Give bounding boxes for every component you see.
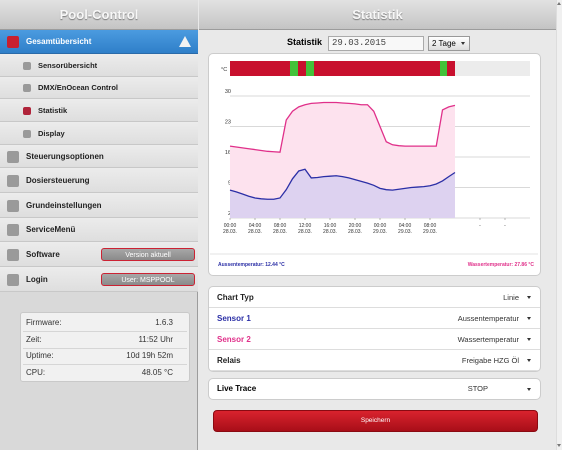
menu-icon <box>23 106 31 115</box>
info-value: 11:52 Uhr <box>138 334 173 344</box>
main-panel: Statistik Statistik 29.03.2015 2 Tage Ch… <box>199 0 556 450</box>
menu-icon <box>23 61 31 70</box>
info-divider <box>23 364 187 365</box>
dropdown-arrow <box>527 317 531 320</box>
menu-label: Statistik <box>38 105 68 115</box>
menu-item[interactable]: Display <box>0 122 198 145</box>
menu-item[interactable]: DMX/EnOcean Control <box>0 77 198 99</box>
settings-value: Freigabe HZG Öl <box>461 356 519 365</box>
settings-row[interactable]: Sensor 2 Wassertemperatur <box>209 329 540 350</box>
menu-item[interactable]: Gesamtübersicht <box>0 30 198 54</box>
menu-item[interactable]: Steuerungsoptionen <box>0 145 198 168</box>
scroll-down[interactable] <box>557 444 561 447</box>
live-trace-label: Live Trace <box>217 384 257 393</box>
settings-row[interactable]: Sensor 1 Aussentemperatur <box>209 308 540 329</box>
info-value: 10d 19h 52m <box>126 351 173 360</box>
menu-item[interactable]: Statistik <box>0 99 198 122</box>
save-button[interactable]: Speichern <box>213 410 538 432</box>
info-key: Firmware: <box>26 318 62 327</box>
menu-item[interactable]: Software Version aktuell <box>0 242 198 267</box>
menu-icon <box>23 84 31 92</box>
dropdown-arrow <box>461 42 465 45</box>
menu-label: Display <box>38 128 65 138</box>
menu-label: Dosiersteuerung <box>26 175 90 185</box>
settings-card: Chart Typ Linie Sensor 1 Aussentemperatur Se… <box>208 286 541 372</box>
menu-icon <box>7 224 19 236</box>
dropdown-arrow <box>527 338 531 341</box>
dropdown-arrow <box>527 388 531 391</box>
info-value: 48.05 °C <box>141 367 173 377</box>
warning-icon <box>179 36 191 47</box>
menu-label: Login <box>26 274 48 284</box>
menu-icon <box>7 36 19 48</box>
menu-label: Gesamtübersicht <box>26 37 92 46</box>
menu-label: Sensorübersicht <box>38 60 98 70</box>
live-trace-card[interactable]: Live Trace STOP <box>208 378 541 400</box>
date-label: Statistik <box>287 37 323 47</box>
dropdown-arrow <box>527 296 531 299</box>
settings-label: Relais <box>217 356 241 365</box>
menu-icon <box>7 150 19 163</box>
menu-icon <box>23 129 31 138</box>
settings-value: Linie <box>503 293 519 302</box>
menu-item[interactable]: ServiceMenü <box>0 218 198 242</box>
scrollbar[interactable] <box>556 0 562 450</box>
settings-label: Sensor 1 <box>217 314 251 323</box>
menu-label: DMX/EnOcean Control <box>38 83 119 92</box>
settings-row[interactable]: Chart Typ Linie <box>209 287 540 308</box>
sidebar-title: Pool-Control <box>0 0 198 30</box>
live-trace-value: STOP <box>467 384 488 393</box>
date-input[interactable]: 29.03.2015 <box>328 36 424 51</box>
settings-value: Aussentemperatur <box>457 314 519 323</box>
info-key: Uptime: <box>26 351 54 360</box>
main-title: Statistik <box>199 0 556 30</box>
settings-label: Chart Typ <box>217 293 254 302</box>
menu-icon <box>7 199 19 212</box>
info-divider <box>23 347 187 349</box>
chart-card <box>208 53 541 276</box>
menu-icon <box>7 248 19 261</box>
menu-item[interactable]: Login User: MSPPOOL <box>0 267 198 292</box>
range-text: 2 Tage <box>432 39 456 48</box>
scroll-up[interactable] <box>557 2 561 5</box>
software-button[interactable]: Version aktuell <box>101 247 195 261</box>
menu-label: ServiceMenü <box>26 225 76 234</box>
login-button[interactable]: User: MSPPOOL <box>101 272 195 286</box>
menu-icon <box>7 273 19 286</box>
menu-item[interactable]: Grundeinstellungen <box>0 193 198 218</box>
settings-row[interactable]: Relais Freigabe HZG Öl <box>209 350 540 371</box>
range-select[interactable]: 2 Tage <box>428 36 470 51</box>
info-box: Firmware: 1.6.3 Zeit: 11:52 Uhr Uptime: 10d 1… <box>20 312 190 382</box>
info-key: CPU: <box>26 367 46 377</box>
info-divider <box>23 331 187 332</box>
menu-icon <box>7 174 19 187</box>
settings-value: Wassertemperatur <box>457 335 519 344</box>
menu-label: Software <box>26 249 60 259</box>
info-key: Zeit: <box>26 334 42 344</box>
menu-label: Grundeinstellungen <box>26 200 102 210</box>
menu-item[interactable]: Sensorübersicht <box>0 54 198 77</box>
settings-label: Sensor 2 <box>217 335 251 344</box>
sidebar: Pool-Control Firmware: 1.6.3 Zeit: 11:52 Uh… <box>0 0 198 450</box>
dropdown-arrow <box>527 359 531 362</box>
menu-item[interactable]: Dosiersteuerung <box>0 168 198 193</box>
menu-label: Steuerungsoptionen <box>26 151 104 161</box>
info-value: 1.6.3 <box>155 318 173 327</box>
